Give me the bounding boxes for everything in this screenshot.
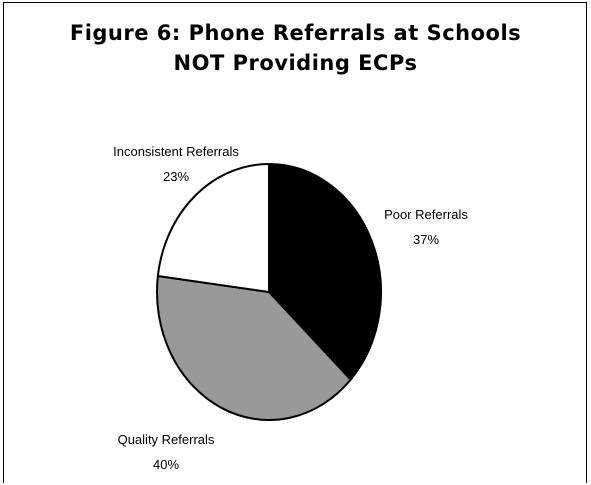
chart-title-line-1: Figure 6: Phone Referrals at Schools	[69, 21, 522, 45]
pie-slice-poor-referrals	[268, 163, 382, 381]
slice-percent-poor-referrals: 37%	[413, 232, 439, 247]
chart-frame	[3, 2, 587, 483]
slice-label-inconsistent-referrals: Inconsistent Referrals	[113, 144, 239, 159]
slice-percent-inconsistent-referrals: 23%	[163, 169, 189, 184]
pie-slice-quality-referrals	[156, 274, 352, 421]
pie-slice-inconsistent-referrals	[156, 163, 270, 293]
slice-label-poor-referrals: Poor Referrals	[384, 207, 468, 222]
chart-title: Figure 6: Phone Referrals at Schools NOT…	[0, 18, 591, 78]
slice-label-quality-referrals: Quality Referrals	[118, 432, 215, 447]
chart-title-line-2: NOT Providing ECPs	[173, 51, 418, 75]
slice-percent-quality-referrals: 40%	[153, 457, 179, 472]
